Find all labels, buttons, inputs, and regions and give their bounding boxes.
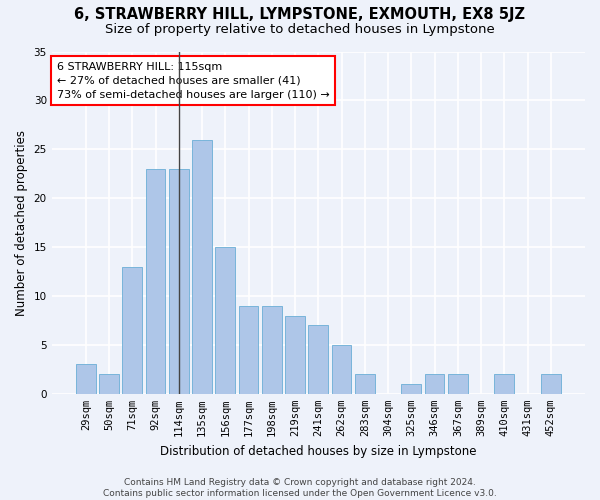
Text: Size of property relative to detached houses in Lympstone: Size of property relative to detached ho… (105, 22, 495, 36)
Bar (99, 374, 119, 394)
Bar (332, 345, 352, 394)
Bar (425, 374, 445, 394)
X-axis label: Distribution of detached houses by size in Lympstone: Distribution of detached houses by size … (160, 444, 476, 458)
Text: Contains HM Land Registry data © Crown copyright and database right 2024.
Contai: Contains HM Land Registry data © Crown c… (103, 478, 497, 498)
Bar (355, 374, 375, 394)
Text: 6 STRAWBERRY HILL: 115sqm
← 27% of detached houses are smaller (41)
73% of semi-: 6 STRAWBERRY HILL: 115sqm ← 27% of detac… (57, 62, 330, 100)
Bar (285, 316, 305, 394)
Bar (192, 140, 212, 394)
Bar (494, 374, 514, 394)
Bar (122, 266, 142, 394)
Bar (448, 374, 468, 394)
Bar (239, 306, 259, 394)
Bar (169, 169, 188, 394)
Y-axis label: Number of detached properties: Number of detached properties (15, 130, 28, 316)
Bar (262, 306, 282, 394)
Bar (76, 364, 95, 394)
Bar (401, 384, 421, 394)
Bar (146, 169, 166, 394)
Bar (215, 247, 235, 394)
Bar (541, 374, 561, 394)
Bar (308, 326, 328, 394)
Text: 6, STRAWBERRY HILL, LYMPSTONE, EXMOUTH, EX8 5JZ: 6, STRAWBERRY HILL, LYMPSTONE, EXMOUTH, … (74, 8, 526, 22)
